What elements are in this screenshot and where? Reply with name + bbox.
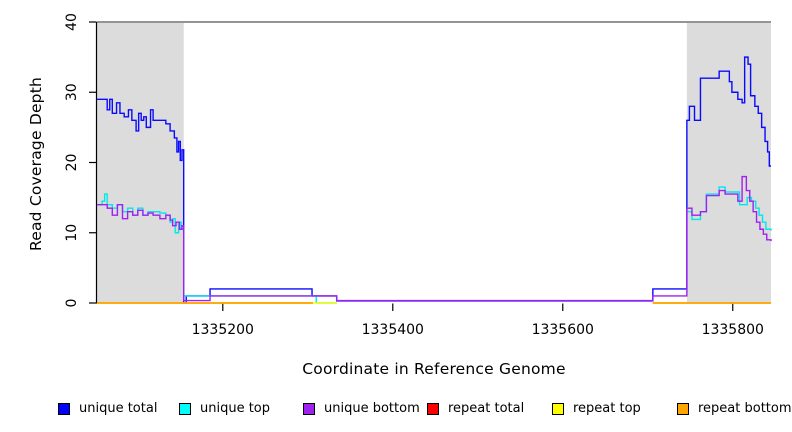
y-tick-label: 40 <box>64 13 80 31</box>
y-tick-label: 20 <box>64 154 80 172</box>
x-axis-title: Coordinate in Reference Genome <box>302 360 566 378</box>
x-tick-label: 1335600 <box>532 322 594 338</box>
x-tick-label: 1335800 <box>702 322 764 338</box>
shaded-region <box>97 22 184 303</box>
series-unique-bottom <box>97 175 772 302</box>
y-tick-label: 10 <box>64 224 80 242</box>
y-tick-label: 30 <box>64 83 80 101</box>
y-axis-title: Read Coverage Depth <box>27 76 45 252</box>
y-tick-label: 0 <box>64 299 80 308</box>
shaded-region <box>686 22 771 303</box>
x-tick-label: 1335200 <box>192 322 254 338</box>
x-tick-label: 1335400 <box>362 322 424 338</box>
series-unique-total <box>97 56 771 304</box>
